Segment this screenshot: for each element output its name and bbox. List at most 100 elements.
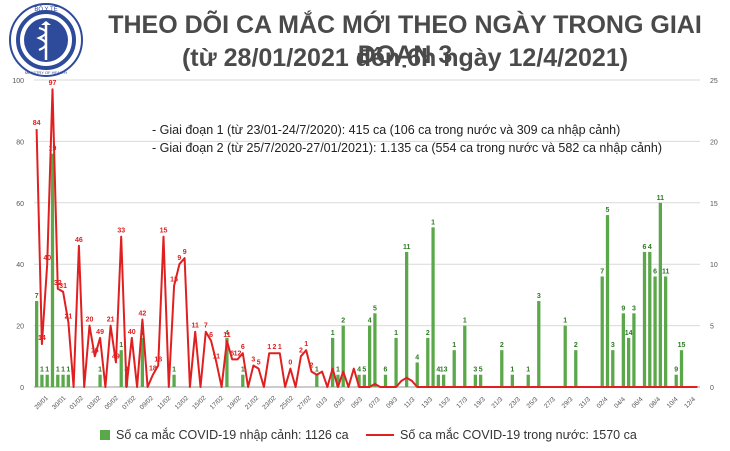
x-tick-label: 30/01 — [51, 394, 68, 411]
x-tick-label: 03/3 — [333, 396, 347, 410]
bar-value-label: 15 — [678, 342, 686, 349]
bar — [664, 276, 668, 387]
legend-bar-swatch — [100, 430, 110, 440]
bar-value-label: 1 — [241, 367, 245, 374]
bar — [510, 374, 514, 387]
x-tick-label: 27/3 — [543, 396, 557, 410]
legend-line-label: Số ca mắc COVID-19 trong nước: 1570 ca — [400, 428, 637, 442]
bar-value-label: 1 — [315, 367, 319, 374]
y-right-tick-label: 15 — [710, 201, 718, 208]
line-value-label: 42 — [138, 310, 146, 317]
legend-line: Số ca mắc COVID-19 trong nước: 1570 ca — [366, 428, 637, 442]
y-left-tick-label: 100 — [12, 78, 24, 85]
line-value-label: 6 — [241, 344, 245, 351]
y-right-tick-label: 5 — [710, 324, 714, 331]
line-value-label: 46 — [75, 237, 83, 244]
line-value-label: 16 — [91, 347, 99, 354]
bar — [50, 153, 55, 387]
bar-value-label: 14 — [625, 330, 633, 337]
line-value-label: 14 — [38, 335, 46, 342]
line-value-label: 11 — [213, 353, 221, 360]
bar-value-label: 9 — [674, 367, 678, 374]
bar — [452, 350, 456, 387]
logo-text: BỘ Y TẾ — [34, 6, 57, 13]
line-value-label: 20 — [86, 317, 94, 324]
bar — [362, 374, 366, 387]
bar — [357, 374, 361, 387]
line-value-label: 40 — [128, 329, 136, 336]
line-value-label: 5 — [257, 360, 261, 367]
bar — [431, 227, 435, 387]
bar — [56, 374, 60, 387]
x-tick-label: 15/02 — [191, 394, 208, 411]
bar-value-label: 7 — [35, 293, 39, 300]
line-value-label: 49 — [112, 353, 120, 360]
x-tick-label: 21/02 — [244, 394, 261, 411]
bar — [463, 325, 467, 387]
line-value-label: 2 — [273, 344, 277, 351]
line-value-label: 2 — [310, 363, 314, 370]
bar-value-label: 4 — [368, 318, 372, 325]
y-right-tick-label: 0 — [710, 385, 714, 392]
line-value-label: 31 — [59, 283, 67, 290]
line-value-label: 40 — [43, 255, 51, 262]
bar-value-label: 1 — [45, 367, 49, 374]
line-value-label: 1 — [267, 344, 271, 351]
bar — [621, 313, 625, 387]
x-tick-label: 13/02 — [174, 394, 191, 411]
bar — [405, 251, 409, 387]
x-tick-label: 27/02 — [296, 394, 313, 411]
bar — [368, 325, 372, 387]
line-value-label: 97 — [49, 80, 57, 87]
bar — [563, 325, 567, 387]
line-value-label: 2 — [299, 347, 303, 354]
line-value-label: 84 — [33, 120, 41, 127]
ministry-of-health-logo: BỘ Y TẾ MINISTRY OF HEALTH — [9, 3, 83, 77]
y-right-tick-label: 10 — [710, 262, 718, 269]
page-subtitle: (từ 28/01/2021 đến 6h ngày 12/4/2021) — [181, 44, 629, 72]
bar-value-label: 1 — [336, 367, 340, 374]
bar — [66, 374, 70, 387]
bar — [600, 276, 604, 387]
x-tick-label: 25/02 — [279, 394, 296, 411]
bar-value-label: 1 — [140, 330, 144, 337]
bar — [648, 251, 652, 387]
bar-value-label: 1 — [431, 219, 435, 226]
line-value-label: 7 — [204, 323, 208, 330]
bar — [632, 313, 636, 387]
line-value-label: 11 — [192, 323, 200, 330]
line-value-label: 33 — [117, 228, 125, 235]
bar-value-label: 1 — [331, 330, 335, 337]
bar — [605, 215, 610, 387]
x-tick-label: 21/3 — [490, 396, 504, 410]
x-tick-label: 09/02 — [139, 394, 156, 411]
bar — [426, 337, 430, 387]
line-value-label: 11 — [223, 332, 231, 339]
legend-bar: Số ca mắc COVID-19 nhập cảnh: 1126 ca — [100, 428, 349, 442]
x-tick-label: 03/02 — [86, 394, 103, 411]
bar-value-label: 4 — [415, 354, 419, 361]
bar-value-label: 2 — [500, 342, 504, 349]
bar — [537, 301, 541, 387]
bar-value-label: 1 — [510, 367, 514, 374]
bar-value-label: 1 — [452, 342, 456, 349]
y-left-tick-label: 80 — [16, 139, 24, 146]
x-tick-label: 08/4 — [648, 396, 662, 410]
x-tick-label: 15/3 — [438, 396, 452, 410]
bar-value-label: 6 — [653, 268, 657, 275]
bar-value-label: 1 — [463, 318, 467, 325]
bar — [140, 337, 144, 387]
bar-value-label: 1 — [56, 367, 60, 374]
y-left-tick-label: 40 — [16, 262, 24, 269]
x-tick-label: 02/4 — [596, 396, 610, 410]
bar — [674, 374, 678, 387]
bar — [679, 350, 684, 387]
line-value-label: 3 — [251, 357, 255, 364]
bar-value-label: 13 — [440, 367, 448, 374]
line-value-label: 18 — [149, 366, 157, 373]
x-tick-label: 11/3 — [403, 396, 417, 410]
x-tick-label: 01/3 — [315, 396, 329, 410]
bar — [442, 374, 446, 387]
y-left-tick-label: 0 — [20, 385, 24, 392]
